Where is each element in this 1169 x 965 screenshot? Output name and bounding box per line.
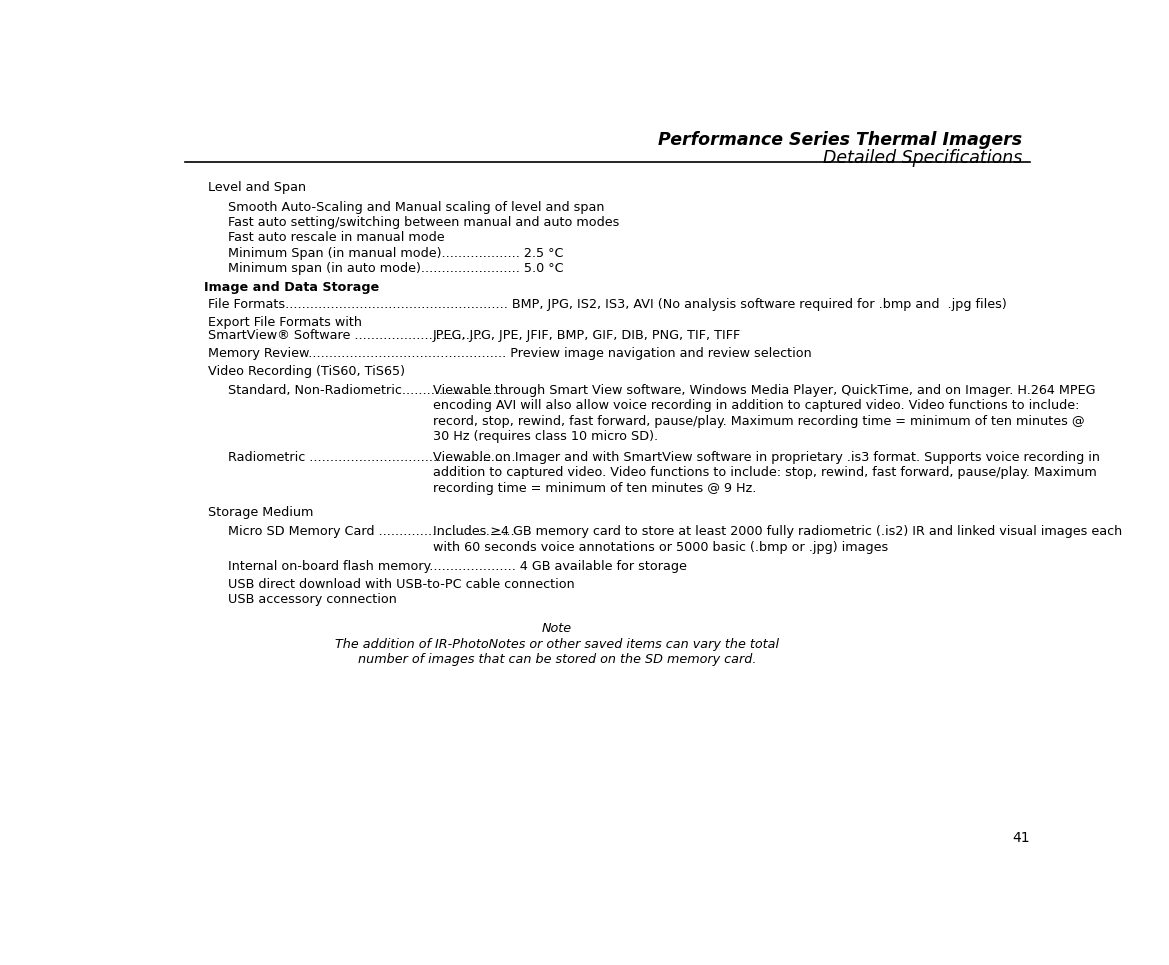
Text: encoding AVI will also allow voice recording in addition to captured video. Vide: encoding AVI will also allow voice recor… — [433, 400, 1079, 412]
Text: Detailed Specifications: Detailed Specifications — [823, 149, 1022, 167]
Text: USB accessory connection: USB accessory connection — [228, 593, 396, 606]
Text: number of images that can be stored on the SD memory card.: number of images that can be stored on t… — [358, 653, 756, 666]
Text: Fast auto rescale in manual mode: Fast auto rescale in manual mode — [228, 232, 444, 244]
Text: Micro SD Memory Card .................................: Micro SD Memory Card ...................… — [228, 525, 514, 538]
Text: Viewable on Imager and with SmartView software in proprietary .is3 format. Suppo: Viewable on Imager and with SmartView so… — [433, 451, 1100, 464]
Text: Video Recording (TiS60, TiS65): Video Recording (TiS60, TiS65) — [208, 365, 406, 377]
Text: 41: 41 — [1012, 831, 1030, 845]
Text: addition to captured video. Video functions to include: stop, rewind, fast forwa: addition to captured video. Video functi… — [433, 466, 1097, 480]
Text: with 60 seconds voice annotations or 5000 basic (.bmp or .jpg) images: with 60 seconds voice annotations or 500… — [433, 540, 888, 554]
Text: File Formats...................................................... BMP, JPG, IS2: File Formats............................… — [208, 298, 1007, 312]
Text: Memory Review................................................ Preview image navi: Memory Review...........................… — [208, 346, 812, 360]
Text: The addition of IR-PhotoNotes or other saved items can vary the total: The addition of IR-PhotoNotes or other s… — [334, 638, 779, 650]
Text: Fast auto setting/switching between manual and auto modes: Fast auto setting/switching between manu… — [228, 216, 618, 229]
Text: Storage Medium: Storage Medium — [208, 507, 313, 519]
Text: record, stop, rewind, fast forward, pause/play. Maximum recording time = minimum: record, stop, rewind, fast forward, paus… — [433, 415, 1085, 427]
Text: 30 Hz (requires class 10 micro SD).: 30 Hz (requires class 10 micro SD). — [433, 430, 658, 443]
Text: JPEG, JPG, JPE, JFIF, BMP, GIF, DIB, PNG, TIF, TIFF: JPEG, JPG, JPE, JFIF, BMP, GIF, DIB, PNG… — [433, 329, 741, 342]
Text: Internal on-board flash memory..................... 4 GB available for storage: Internal on-board flash memory..........… — [228, 560, 686, 573]
Text: Includes ≥4 GB memory card to store at least 2000 fully radiometric (.is2) IR an: Includes ≥4 GB memory card to store at l… — [433, 525, 1122, 538]
Text: Standard, Non-Radiometric..........................: Standard, Non-Radiometric...............… — [228, 384, 509, 397]
Text: Viewable through Smart View software, Windows Media Player, QuickTime, and on Im: Viewable through Smart View software, Wi… — [433, 384, 1095, 397]
Text: Minimum span (in auto mode)........................ 5.0 °C: Minimum span (in auto mode).............… — [228, 262, 563, 275]
Text: USB direct download with USB-to-PC cable connection: USB direct download with USB-to-PC cable… — [228, 578, 574, 591]
Text: Level and Span: Level and Span — [208, 181, 306, 194]
Text: Export File Formats with: Export File Formats with — [208, 316, 362, 329]
Text: Minimum Span (in manual mode)................... 2.5 °C: Minimum Span (in manual mode)...........… — [228, 247, 563, 260]
Text: SmartView® Software ...............................: SmartView® Software ....................… — [208, 329, 483, 342]
Text: Smooth Auto-Scaling and Manual scaling of level and span: Smooth Auto-Scaling and Manual scaling o… — [228, 201, 604, 213]
Text: Radiometric ..................................................: Radiometric ............................… — [228, 451, 516, 464]
Text: recording time = minimum of ten minutes @ 9 Hz.: recording time = minimum of ten minutes … — [433, 482, 756, 494]
Text: Note: Note — [541, 622, 572, 636]
Text: Performance Series Thermal Imagers: Performance Series Thermal Imagers — [658, 131, 1022, 150]
Text: Image and Data Storage: Image and Data Storage — [205, 281, 380, 293]
